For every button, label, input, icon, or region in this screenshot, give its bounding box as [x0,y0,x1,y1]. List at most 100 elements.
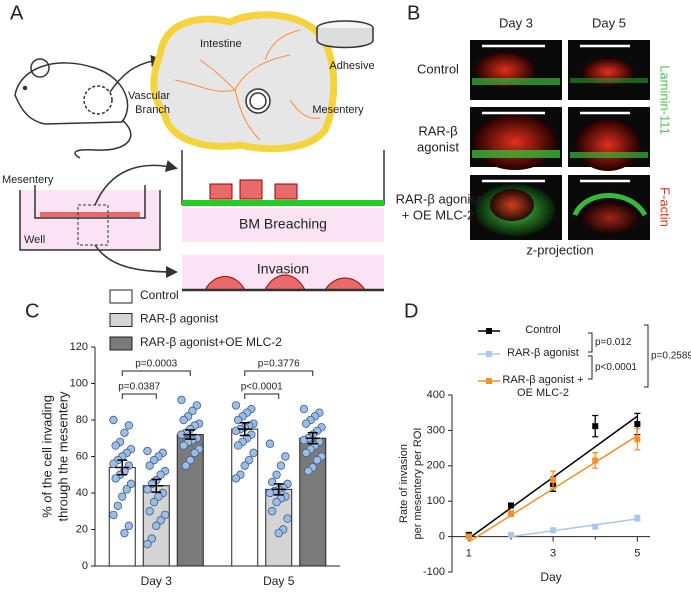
mouse-region [83,85,113,115]
panel-label: A [10,2,24,24]
cell [209,183,233,200]
legend-marker [486,378,492,384]
row-label: RAR-β [418,123,457,138]
data-point [188,406,197,416]
significance-bracket [644,324,649,388]
data-point [156,516,165,525]
row-label: + OE MLC-2 [402,207,475,222]
data-point [152,521,161,531]
signal [570,152,648,158]
data-point [283,514,292,523]
stain-label: Laminin-111 [658,65,673,135]
data-point [147,534,157,543]
y-tick-label: 20 [76,523,88,535]
data-point [179,415,188,425]
diagram-label: Adhesive [329,60,374,72]
data-point [124,521,134,531]
error-bar [305,432,320,445]
basement-membrane [182,200,384,206]
y-axis-label: Rate of invasion [398,444,410,523]
significance-bracket [121,370,191,376]
significance-bracket [588,332,593,353]
intestine [150,11,338,153]
bar [176,434,204,567]
x-tick-label: Day 3 [141,574,173,588]
data-point [109,415,118,425]
y-tick-label: -100 [423,566,445,578]
signal [490,189,534,221]
y-tick-label: 400 [427,389,445,401]
data-point [109,459,118,468]
signal [472,150,560,158]
error-bar [115,459,130,476]
x-tick-label: 1 [466,548,472,560]
mouse-ear [30,58,50,78]
data-point [143,446,152,456]
row-label: Control [417,61,459,76]
data-point [233,415,243,425]
marker [592,457,599,464]
diagram-label: Intestine [200,38,242,50]
significance-bracket [244,393,280,399]
data-point [177,395,186,405]
significance-bracket [244,370,314,376]
mouse-tail [74,119,132,159]
tissue [40,212,140,217]
invasion-cells [204,274,366,291]
data-point [179,441,188,450]
data-point [109,510,118,520]
data-point [299,435,309,445]
legend-label: Control [525,324,561,336]
data-point [143,539,152,549]
legend-label: RAR-β agonist [507,347,579,359]
row-label: RAR-β agonist [396,191,481,206]
mouse [14,62,129,125]
signal [472,78,560,85]
y-tick-label: 60 [76,450,88,462]
legend-label: Control [140,288,179,302]
column-label: Day 5 [592,15,626,30]
data-point [231,401,241,410]
panel-label: B [407,2,420,24]
x-tick-label: 5 [634,548,640,560]
data-point [126,479,136,489]
data-point [240,461,249,470]
mesentery-window-inner [249,92,267,110]
data-point [145,507,154,516]
data-point [276,461,286,470]
data-point [120,528,129,538]
mouse-eye [22,85,28,91]
data-point [244,455,254,465]
y-tick-label: 0 [439,531,445,543]
diagram-label: BM Breaching [239,216,327,232]
marker [634,436,641,443]
data-point [149,497,159,507]
data-point [249,448,258,458]
legend-swatch [109,313,133,327]
bar [231,428,259,567]
y-axis-label: through the mesentery [55,391,70,522]
legend-swatch [109,336,133,351]
dish-side [316,28,374,49]
data-point [272,497,281,507]
data-point [156,470,165,479]
data-point [265,488,275,498]
cell [274,183,298,200]
data-point [231,474,241,483]
signal [582,202,638,234]
p-value: p<0.0001 [241,382,283,393]
data-point [154,492,163,501]
cell [239,179,263,200]
marker [592,523,599,530]
error-bar [271,483,286,496]
y-tick-label: 80 [76,414,88,426]
p-value: p=0.3776 [258,359,300,370]
marker [634,515,641,522]
data-point [190,448,199,458]
caption: z-projection [526,242,593,257]
stain-label: F-actin [658,187,673,227]
y-axis-label: % of the cell invading [39,395,54,518]
significance-bracket [121,393,157,399]
vessel [174,29,321,141]
data-point [145,461,154,470]
